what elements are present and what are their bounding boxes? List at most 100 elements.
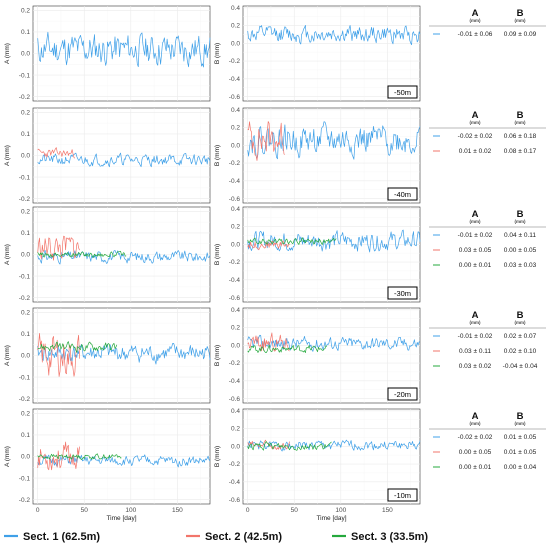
stats-value-b: -0.04 ± 0.04 [503,363,538,370]
y-tick-label: 0.2 [231,224,240,231]
stats-unit-a: (mm) [470,120,482,125]
series-line-sect3 [247,441,332,451]
y-tick-label: -0.2 [19,196,31,203]
panel-a-3: -0.2 -0.1 0.0 0.1 0.2 A (mm) [4,206,211,303]
x-tick-label: 0 [246,507,250,514]
y-tick-label: 0.1 [21,331,30,338]
y-tick-label: -0.4 [229,178,241,185]
stats-value-b: 0.02 ± 0.10 [504,348,537,355]
stats-table-5: A B(mm) (mm)-0.02 ± 0.02 0.01 ± 0.050.00 ± … [429,411,546,471]
y-tick-label: 0.2 [231,426,240,433]
y-tick-label: -0.4 [229,76,241,83]
stats-value-a: 0.00 ± 0.01 [459,262,492,269]
y-tick-label: -0.2 [19,295,31,302]
x-tick-label: 50 [81,507,89,514]
series-line-sect2 [247,121,286,161]
y-tick-label: 0.2 [231,23,240,30]
y-tick-label: 0.0 [231,342,240,349]
series-line-sect2 [247,240,290,251]
panel-a-5: -0.2 -0.1 0.0 0.1 0.2 A (mm) 0 50 100 150 Time [da… [4,408,211,522]
y-tick-label: 0.0 [21,454,30,461]
stats-unit-a: (mm) [470,219,482,224]
x-tick-label: 150 [172,507,183,514]
stats-value-b: 0.06 ± 0.18 [504,133,537,140]
x-axis-label: Time [day] [106,515,136,522]
y-tick-label: 0.2 [21,110,30,117]
y-tick-label: -0.6 [229,196,241,203]
legend: Sect. 1 (62.5m) Sect. 2 (42.5m) Sect. 3 (3… [4,531,428,543]
x-tick-label: 50 [291,507,299,514]
y-tick-label: -0.6 [229,94,241,101]
y-tick-label: 0.4 [231,408,240,415]
depth-label-box [387,488,418,502]
series-line-sect2 [37,235,80,261]
stats-unit-b: (mm) [515,18,527,23]
series-line-sect1 [247,439,421,452]
series-line-sect1 [247,121,421,160]
y-tick-label: -0.2 [229,160,241,167]
stats-value-a: -0.01 ± 0.02 [458,232,493,239]
stats-value-a: 0.01 ± 0.02 [459,148,492,155]
depth-label: -50m [394,88,411,97]
legend-label: Sect. 2 (42.5m) [205,531,282,543]
y-tick-label: 0.2 [231,325,240,332]
y-tick-label: -0.1 [19,72,31,79]
panel-frame [242,307,421,404]
stats-value-a: -0.01 ± 0.02 [458,333,493,340]
y-tick-label: 0.0 [21,252,30,259]
panel-frame [242,408,421,505]
x-tick-label: 100 [335,507,346,514]
y-axis-label: B (mm) [214,446,221,467]
series-line-sect3 [37,341,118,353]
stats-unit-a: (mm) [470,421,482,426]
panel-b-2: -0.6 -0.4 -0.2 0.0 0.2 0.4 B (mm) [214,107,421,204]
stats-unit-a: (mm) [470,18,482,23]
stats-table-3: A B(mm) (mm)-0.01 ± 0.02 0.04 ± 0.110.03 ± … [429,209,546,269]
stats-value-b: 0.03 ± 0.03 [504,262,537,269]
stats-value-b: 0.09 ± 0.09 [504,31,537,38]
y-tick-label: -0.4 [229,277,241,284]
stats-value-a: 0.03 ± 0.05 [459,247,492,254]
y-tick-label: 0.1 [21,29,30,36]
depth-label: -10m [394,491,411,500]
y-tick-label: -0.6 [229,295,241,302]
series-line-sect1 [37,152,211,168]
y-axis-label: A (mm) [4,345,11,366]
stats-value-a: 0.00 ± 0.05 [459,449,492,456]
y-tick-label: -0.2 [229,360,241,367]
series-line-sect2 [247,439,290,450]
depth-label: -40m [394,190,411,199]
y-axis-label: B (mm) [214,43,221,64]
panel-frame [242,5,421,102]
stats-unit-a: (mm) [470,320,482,325]
y-axis-label: A (mm) [4,446,11,467]
stats-table-2: A B(mm) (mm)-0.02 ± 0.02 0.06 ± 0.180.01 ± … [429,110,546,155]
y-tick-label: -0.1 [19,273,31,280]
stats-header-a: A [472,411,479,422]
y-tick-label: 0.4 [231,307,240,314]
stats-value-b: 0.04 ± 0.11 [504,232,536,239]
series-line-sect2 [37,441,80,471]
stats-value-b: 0.02 ± 0.07 [504,333,537,340]
y-tick-label: -0.1 [19,374,31,381]
panel-b-3: -0.6 -0.4 -0.2 0.0 0.2 0.4 B (mm) [214,206,421,303]
y-tick-label: 0.2 [21,8,30,15]
series-line-sect3 [37,453,122,460]
y-tick-label: 0.1 [21,131,30,138]
y-tick-label: 0.0 [21,353,30,360]
stats-value-b: 0.08 ± 0.17 [504,148,537,155]
series-line-sect1 [247,24,421,46]
stats-unit-b: (mm) [515,421,527,426]
y-tick-label: -0.2 [19,94,31,101]
y-tick-label: -0.4 [229,479,241,486]
panel-a-2: -0.2 -0.1 0.0 0.1 0.2 A (mm) [4,107,211,204]
depth-label-box [387,286,418,300]
stats-value-a: 0.03 ± 0.02 [459,363,492,370]
series-line-sect3 [37,250,127,258]
stats-unit-b: (mm) [515,120,527,125]
y-tick-label: -0.2 [19,396,31,403]
stats-value-a: 0.03 ± 0.11 [459,348,491,355]
y-axis-label: B (mm) [214,345,221,366]
y-tick-label: 0.4 [231,107,240,114]
panel-b-4: -0.6 -0.4 -0.2 0.0 0.2 0.4 B (mm) [214,307,421,404]
